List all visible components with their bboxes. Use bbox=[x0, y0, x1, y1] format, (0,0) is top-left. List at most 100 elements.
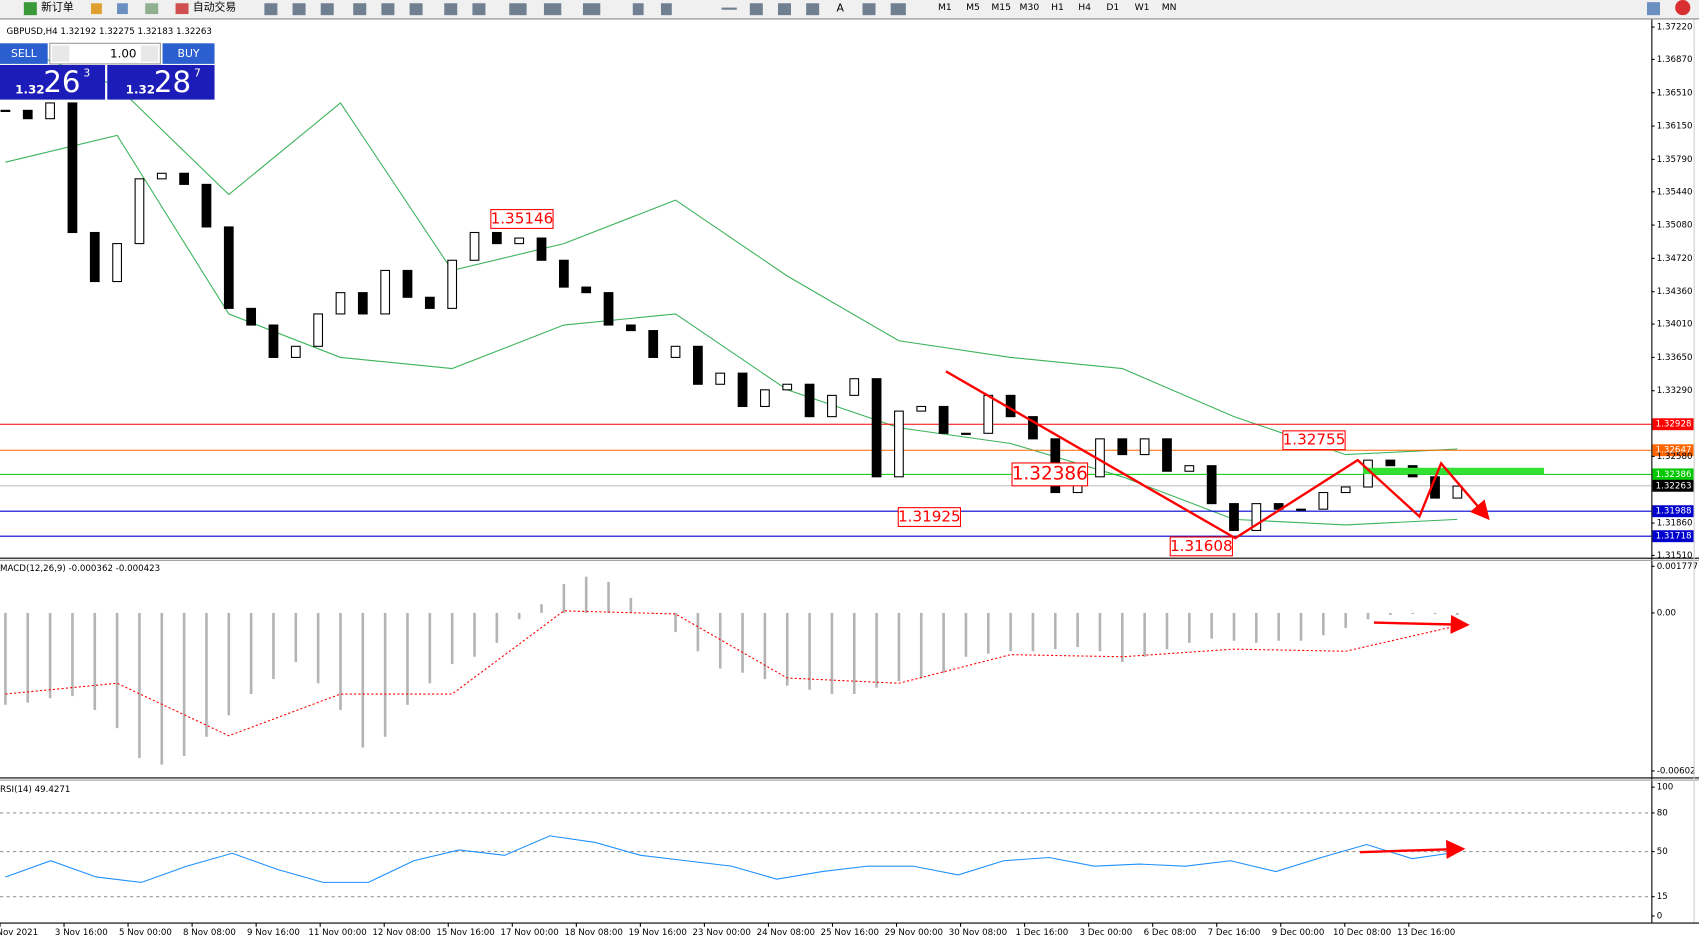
y-tick-label: 1.34360 bbox=[1657, 287, 1693, 297]
lot-value[interactable]: 1.00 bbox=[110, 47, 137, 61]
icon[interactable] bbox=[444, 3, 458, 16]
icon[interactable] bbox=[543, 3, 562, 16]
histogram-bar bbox=[249, 612, 253, 695]
histogram-bar bbox=[1232, 612, 1236, 641]
x-tick-label: 8 Nov 08:00 bbox=[183, 928, 236, 938]
candle bbox=[22, 109, 33, 120]
histogram-bar bbox=[741, 612, 744, 673]
timeframe-button[interactable]: M5 bbox=[966, 2, 980, 13]
icon[interactable] bbox=[409, 3, 423, 16]
y-tick-label: 1.31860 bbox=[1657, 519, 1693, 529]
text-tool[interactable]: A bbox=[836, 2, 844, 15]
histogram-bar bbox=[584, 576, 588, 613]
buy-label[interactable]: BUY bbox=[178, 47, 200, 60]
candle bbox=[380, 269, 391, 315]
icon[interactable] bbox=[806, 3, 820, 16]
autotrade-icon[interactable] bbox=[175, 3, 189, 15]
icon[interactable] bbox=[145, 3, 159, 15]
price-annotation-box bbox=[1282, 430, 1346, 451]
price-annotation-box bbox=[1011, 462, 1089, 487]
y-tick-label: 1.33650 bbox=[1657, 353, 1693, 363]
x-tick-label: 25 Nov 16:00 bbox=[821, 928, 879, 938]
timeframe-button[interactable]: H1 bbox=[1051, 2, 1064, 13]
timeframe-button[interactable]: M15 bbox=[991, 2, 1011, 13]
icon[interactable] bbox=[292, 3, 306, 16]
ask-pip: 7 bbox=[194, 67, 201, 80]
icon[interactable] bbox=[509, 3, 527, 16]
sell-label[interactable]: SELL bbox=[11, 47, 37, 60]
y-tick-label: 1.35790 bbox=[1657, 155, 1693, 165]
histogram-bar bbox=[495, 612, 499, 643]
icon[interactable] bbox=[582, 3, 601, 16]
icon[interactable] bbox=[890, 3, 906, 16]
autotrade-button[interactable]: 自动交易 bbox=[193, 0, 236, 14]
histogram-bar bbox=[1076, 612, 1079, 648]
histogram-bar bbox=[450, 612, 454, 665]
price-annotation: 1.31925 bbox=[898, 508, 961, 526]
histogram-bar bbox=[1098, 612, 1102, 652]
histogram-bar bbox=[1165, 612, 1169, 650]
histogram-bar bbox=[138, 612, 141, 759]
level-label: 1.32928 bbox=[1656, 420, 1692, 430]
histogram-bar bbox=[406, 612, 409, 705]
new-order-icon[interactable] bbox=[23, 2, 37, 16]
icon[interactable] bbox=[660, 3, 672, 16]
bid-pip: 3 bbox=[83, 67, 90, 80]
lot-down[interactable] bbox=[52, 45, 70, 62]
histogram-bar bbox=[473, 612, 476, 657]
histogram-bar bbox=[674, 612, 677, 633]
timeframe-button[interactable]: W1 bbox=[1135, 2, 1150, 13]
lot-input[interactable] bbox=[49, 42, 161, 65]
timeframe-button[interactable]: M30 bbox=[1020, 2, 1040, 13]
candle bbox=[760, 389, 770, 408]
histogram-bar bbox=[1344, 612, 1347, 628]
sell-button[interactable] bbox=[0, 43, 48, 64]
histogram-bar bbox=[1277, 612, 1280, 641]
ask-box[interactable] bbox=[107, 64, 215, 100]
timeframe-button[interactable]: MN bbox=[1162, 2, 1177, 13]
icon[interactable] bbox=[117, 3, 128, 15]
icon[interactable] bbox=[721, 7, 737, 10]
current-price-bg bbox=[1652, 479, 1694, 492]
timeframe-button[interactable]: D1 bbox=[1106, 2, 1119, 13]
level-label: 1.31988 bbox=[1656, 507, 1692, 517]
histogram-bar bbox=[830, 612, 834, 695]
icon[interactable] bbox=[632, 3, 644, 16]
icon[interactable] bbox=[777, 3, 791, 16]
rsi-panel: RSI(14) 49.4271 100 80 50 15 0 bbox=[0, 783, 1673, 922]
candle bbox=[938, 405, 949, 434]
candle bbox=[827, 394, 837, 418]
histogram-bar bbox=[1322, 612, 1325, 636]
candle bbox=[89, 231, 100, 283]
timeframe-button[interactable]: H4 bbox=[1078, 2, 1091, 13]
buy-button[interactable] bbox=[162, 43, 215, 64]
histogram-bar bbox=[339, 612, 342, 711]
icon[interactable] bbox=[264, 3, 278, 16]
y-tick-label: 1.33290 bbox=[1657, 386, 1693, 396]
icon[interactable] bbox=[320, 3, 334, 16]
x-tick-label: 19 Nov 16:00 bbox=[629, 928, 687, 938]
new-order-button[interactable]: 新订单 bbox=[41, 0, 74, 14]
timeframe-button[interactable]: M1 bbox=[938, 2, 952, 13]
x-tick-label: 18 Nov 08:00 bbox=[564, 928, 622, 938]
alert-icon[interactable] bbox=[1675, 0, 1691, 16]
search-icon[interactable] bbox=[1646, 2, 1660, 16]
ask-big: 1.32 bbox=[126, 82, 155, 96]
lot-up[interactable] bbox=[140, 45, 159, 62]
icon[interactable] bbox=[91, 3, 102, 15]
main-chart: GBPUSD,H4 1.32192 1.32275 1.32183 1.3226… bbox=[0, 23, 1694, 938]
level-label-bg bbox=[1652, 530, 1694, 543]
histogram-bar bbox=[1411, 612, 1414, 614]
x-tick-label: 3 Dec 00:00 bbox=[1080, 928, 1133, 938]
icon[interactable] bbox=[472, 3, 486, 16]
bid-box[interactable] bbox=[0, 64, 106, 100]
histogram-bar bbox=[48, 612, 52, 699]
icon[interactable] bbox=[381, 3, 395, 16]
icon[interactable] bbox=[353, 3, 367, 16]
icon[interactable] bbox=[862, 3, 876, 16]
rsi-arrow bbox=[1359, 839, 1466, 859]
icon[interactable] bbox=[749, 3, 763, 16]
candle bbox=[916, 405, 927, 412]
candle bbox=[156, 172, 167, 180]
histogram-bar bbox=[316, 612, 320, 684]
